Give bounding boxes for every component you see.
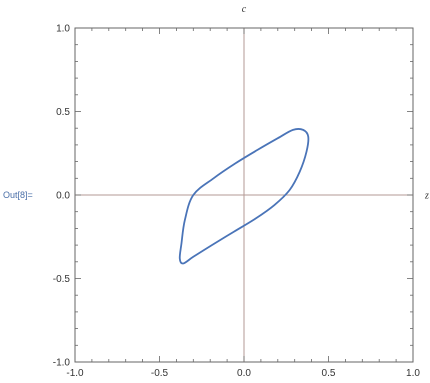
y-tick-label: -0.5 [53,274,71,285]
series-curve [178,128,310,265]
x-tick-label: 1.0 [406,368,420,379]
output-cell-label: Out[8]= [3,190,33,200]
x-axis-label: z [424,191,429,202]
x-tick-label: -0.5 [151,368,169,379]
y-tick-label: 0.0 [56,191,70,202]
y-axis-label: c [242,4,247,15]
x-tick-label: 0.0 [237,368,251,379]
x-tick-label: 0.5 [322,368,336,379]
y-tick-label: -1.0 [53,358,71,369]
x-tick-label: -1.0 [66,368,84,379]
y-tick-label: 1.0 [56,24,70,35]
y-tick-label: 0.5 [56,107,70,118]
